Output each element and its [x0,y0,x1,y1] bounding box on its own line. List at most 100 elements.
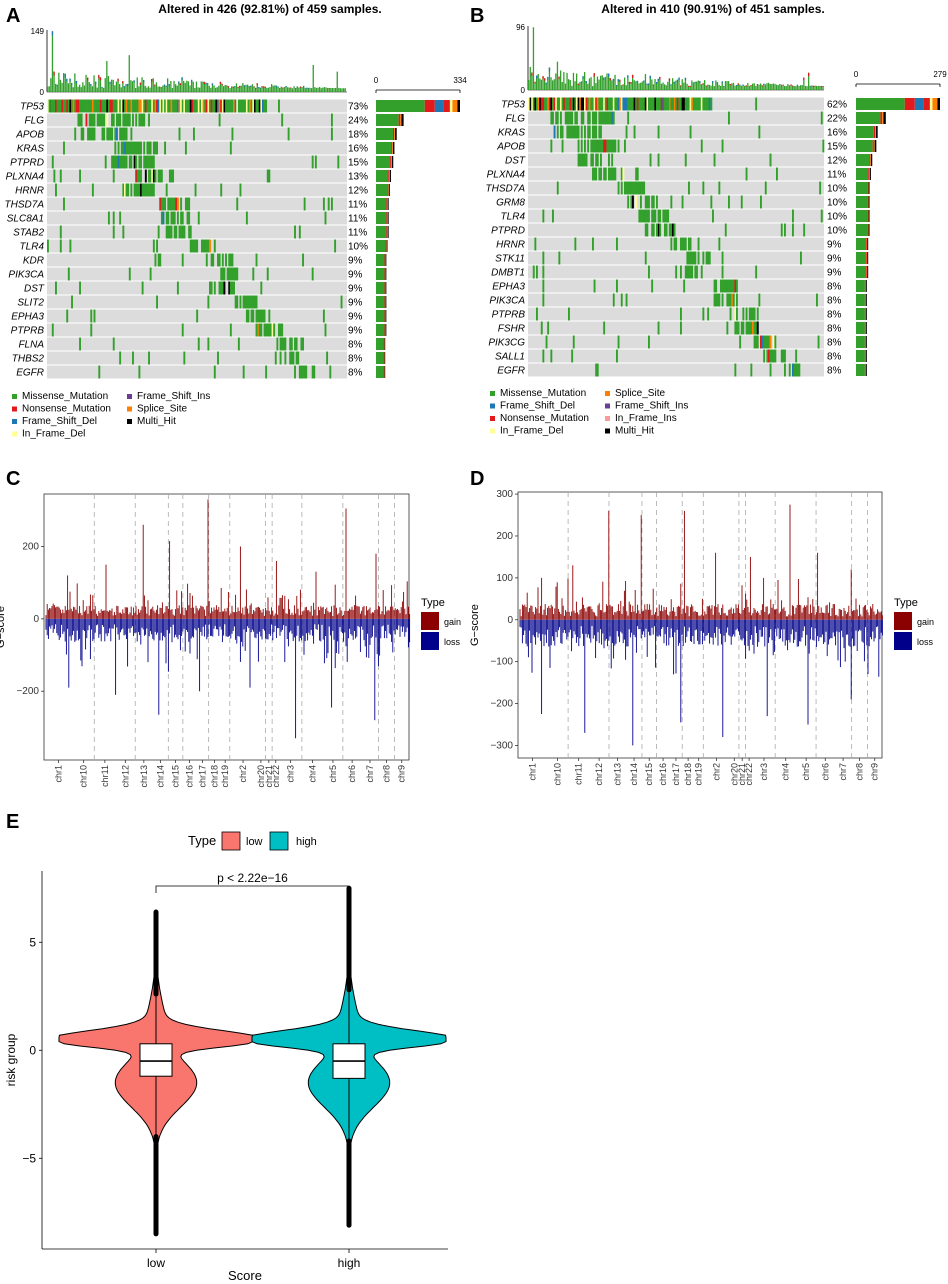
mutation-cell [117,113,120,127]
mutation-cell [239,183,242,197]
mutation-cell [151,99,154,113]
side-bar-segment [868,168,870,180]
side-bar-segment [867,210,868,222]
mutation-cell [239,295,242,309]
side-bar-segment [376,156,391,168]
mutation-cell [201,239,203,253]
side-bar-segment [386,226,388,238]
top-bar-segment [296,86,298,88]
gene-label: STK11 [495,254,525,265]
mutation-cell [560,125,562,139]
mutation-cell [127,141,130,155]
oncoplot-b: Altered in 410 (90.91%) of 451 samples.9… [486,2,948,437]
mutation-cell [641,209,644,223]
top-bar [686,83,688,90]
top-bar [272,85,274,92]
top-bar [219,81,222,92]
top-bar-segment [761,85,763,87]
mutation-cell [692,251,695,265]
y-tick-label: −5 [22,1151,36,1165]
top-bar [323,87,326,92]
y-axis-label: risk group [4,1033,18,1086]
mutation-cell [212,99,215,113]
side-axis-tick-label: 334 [453,76,467,85]
top-bar [750,85,752,90]
mutation-cell [101,113,104,127]
mutation-cell [572,335,575,349]
mutation-cell [99,113,102,127]
top-bar-segment [548,67,551,72]
mutation-cell [574,125,577,139]
mutation-cell [244,295,247,309]
mutation-cell [140,183,142,197]
mutation-cell [106,127,109,141]
mutation-cell [651,209,654,223]
side-bar-segment [376,212,387,224]
mutation-cell [590,97,593,111]
mutation-cell [252,99,255,113]
top-bar [63,72,65,92]
top-bar-segment [547,76,549,80]
mutation-cell [780,349,783,363]
y-tick-label: −200 [490,699,513,710]
mutation-cell [290,351,293,365]
top-bar-segment [239,85,241,88]
side-bar-segment [387,184,389,196]
mutation-cell [528,97,530,111]
matrix-row-bg [47,211,347,225]
mutation-cell [803,223,806,237]
mutation-cell [700,265,703,279]
y-tick-label: 0 [507,615,513,626]
top-bar [585,81,587,90]
top-bar [203,81,206,92]
top-bar-segment [95,81,97,84]
mutation-cell [132,351,134,365]
mutation-cell [149,183,152,197]
legend-label: loss [444,637,461,647]
top-bar [656,82,658,90]
side-bar-segment [383,366,385,378]
legend-label: In_Frame_Ins [615,413,677,424]
mutation-cell [278,323,280,337]
top-bar [290,87,292,92]
mutation-cell [601,97,604,111]
side-bar-segment [376,128,393,140]
mutation-cell [769,363,772,377]
side-bar-segment [443,100,450,112]
mutation-cell [651,279,654,293]
top-bar [208,85,210,92]
top-bar [221,83,223,92]
top-bar [803,77,805,90]
side-bar-segment [865,350,867,362]
mutation-cell [164,141,167,155]
top-bar [720,85,722,90]
top-bar [668,78,671,90]
side-bar-segment [883,112,886,124]
legend-swatch [605,403,610,409]
mutation-cell [127,99,130,113]
side-bar-segment [856,238,866,250]
mutation-cell [192,99,195,113]
top-bar [216,87,218,92]
mutation-cell [587,111,590,125]
mutation-cell [625,125,628,139]
mutation-cell [146,155,149,169]
top-bar [718,84,720,90]
top-bar-segment [303,85,305,88]
top-bar [636,80,639,90]
top-bar-segment [678,77,680,81]
mutation-cell [563,97,566,111]
mutation-cell [69,239,72,253]
top-bar [283,87,286,92]
mutation-cell [103,113,106,127]
side-bar-segment [904,98,915,110]
mutation-cell [592,139,594,153]
mutation-cell [324,211,327,225]
side-bar-segment [387,198,388,210]
top-bar [766,83,768,90]
mutation-cell [209,239,211,253]
mutation-cell [545,97,548,111]
mutation-cell [55,281,57,295]
